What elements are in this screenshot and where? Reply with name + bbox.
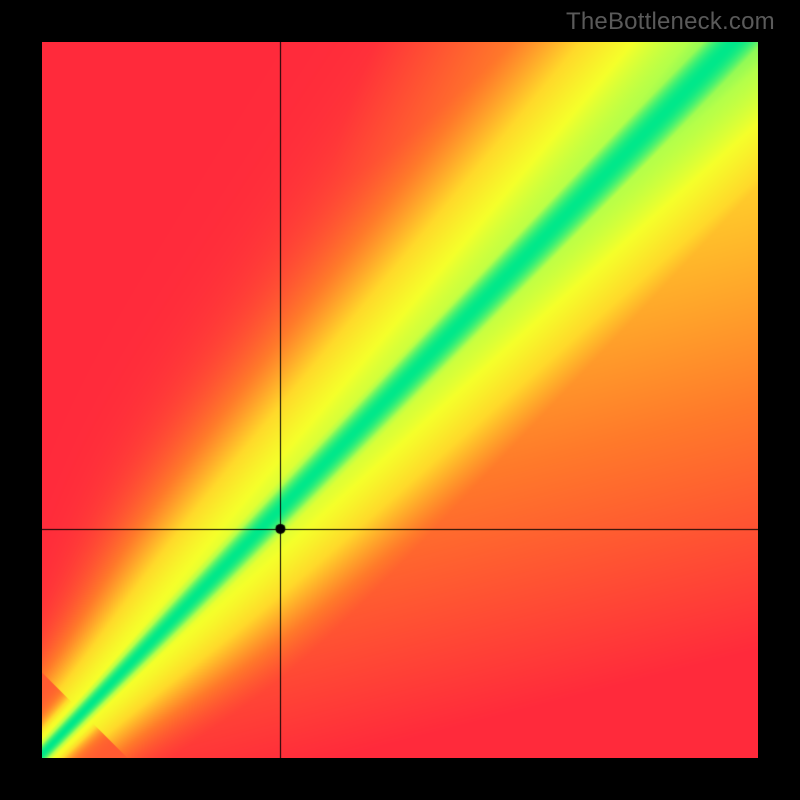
heatmap-canvas: [42, 42, 758, 758]
chart-frame: TheBottleneck.com: [0, 0, 800, 800]
heatmap-plot: [42, 42, 758, 758]
watermark-text: TheBottleneck.com: [566, 8, 775, 36]
